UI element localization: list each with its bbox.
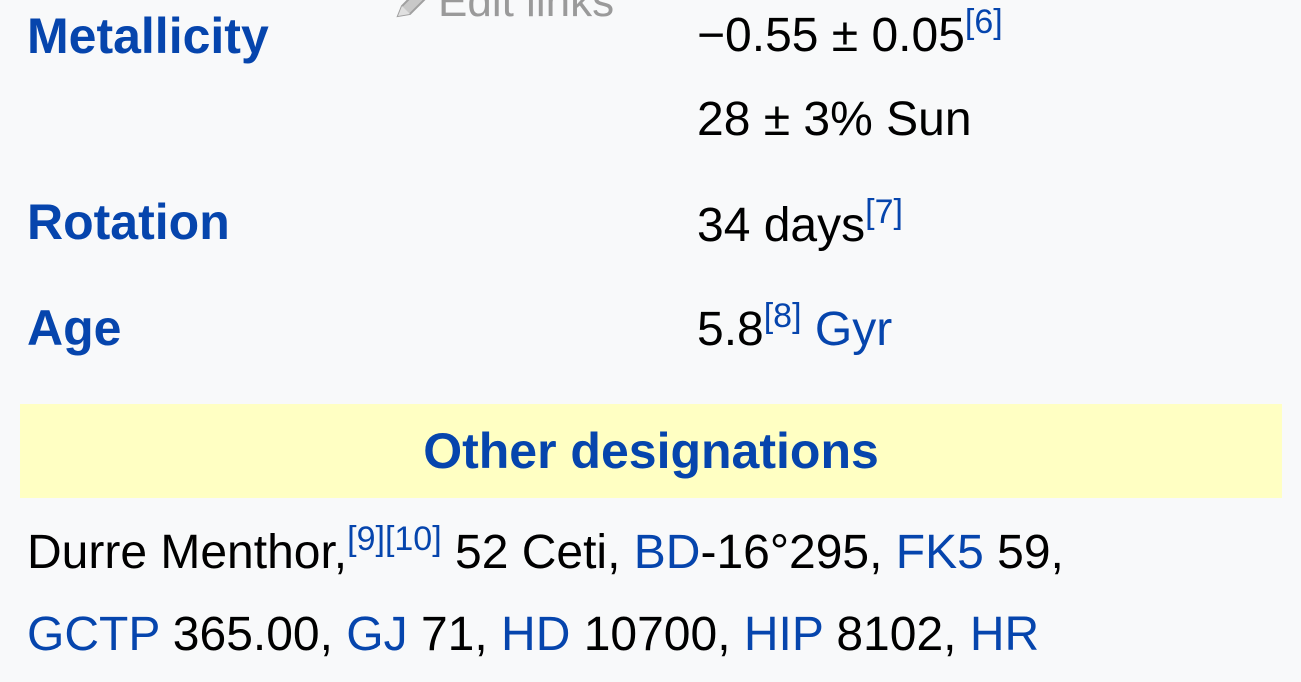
designations-line-1: Durre Menthor,[9][10] 52 Ceti, BD-16°295… xyxy=(27,512,1287,594)
hd-link[interactable]: HD xyxy=(501,608,571,661)
edit-links-label: Edit links xyxy=(438,0,615,26)
metallicity-value: −0.55 ± 0.05[6] xyxy=(697,3,1003,70)
fk5-link[interactable]: FK5 xyxy=(895,526,984,579)
designation-text: -16°295, xyxy=(700,526,896,579)
designations-line-2: GCTP 365.00, GJ 71, HD 10700, HIP 8102, … xyxy=(27,594,1287,676)
designations-list: Durre Menthor,[9][10] 52 Ceti, BD-16°295… xyxy=(27,512,1287,676)
gyr-link[interactable]: Gyr xyxy=(814,303,893,356)
designation-text: 52 Ceti, xyxy=(441,526,634,579)
hip-link[interactable]: HIP xyxy=(743,608,824,661)
age-value: 5.8[8] Gyr xyxy=(697,297,893,364)
designation-text: 8102, xyxy=(823,608,970,661)
designation-text: Durre Menthor, xyxy=(27,526,348,579)
metallicity-value-text: −0.55 ± 0.05 xyxy=(697,9,965,62)
gj-link[interactable]: GJ xyxy=(346,608,408,661)
other-designations-header[interactable]: Other designations xyxy=(20,404,1282,498)
edit-links-button[interactable]: Edit links xyxy=(392,0,614,32)
gctp-link[interactable]: GCTP xyxy=(27,608,160,661)
other-designations-title[interactable]: Other designations xyxy=(423,423,879,479)
hr-link[interactable]: HR xyxy=(969,608,1040,661)
reference-10[interactable]: [10] xyxy=(384,520,442,558)
rotation-value-text: 34 days xyxy=(697,199,866,252)
rotation-value: 34 days[7] xyxy=(697,193,903,260)
metallicity-solar-value: 28 ± 3% Sun xyxy=(697,93,972,146)
reference-9[interactable]: [9] xyxy=(347,520,385,558)
designation-text: 71, xyxy=(407,608,502,661)
rotation-label[interactable]: Rotation xyxy=(27,194,230,250)
designation-text: 59, xyxy=(983,526,1064,579)
designation-text: 365.00, xyxy=(159,608,347,661)
pencil-icon xyxy=(396,0,426,18)
age-value-text: 5.8 xyxy=(697,303,764,356)
designation-text: 10700, xyxy=(570,608,744,661)
metallicity-reference[interactable]: [6] xyxy=(964,3,1003,41)
bd-link[interactable]: BD xyxy=(633,526,701,579)
age-reference[interactable]: [8] xyxy=(763,297,802,335)
age-label[interactable]: Age xyxy=(27,300,122,356)
metallicity-label[interactable]: Metallicity xyxy=(27,8,269,64)
rotation-reference[interactable]: [7] xyxy=(865,193,903,231)
